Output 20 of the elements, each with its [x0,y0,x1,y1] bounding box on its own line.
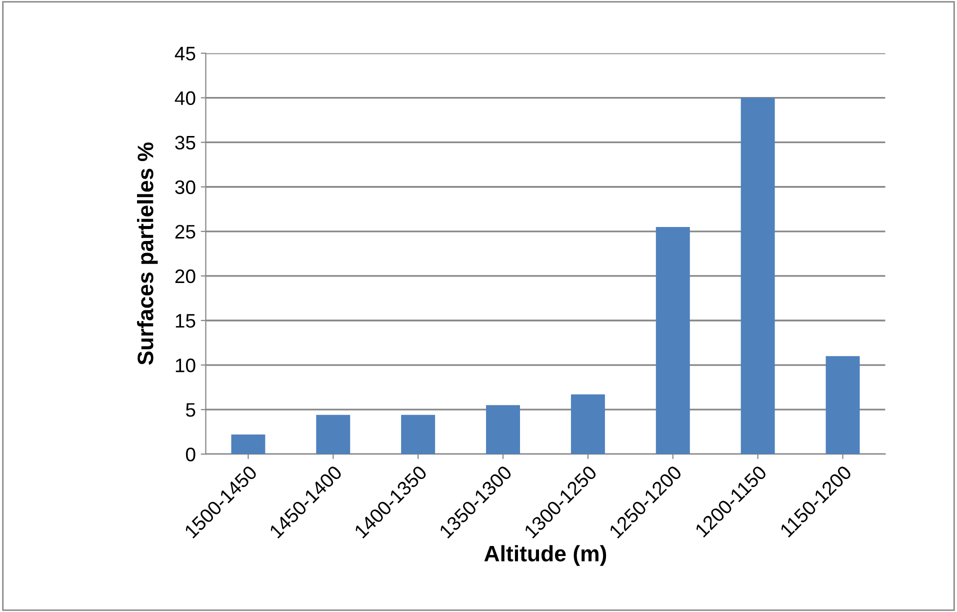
y-tick-label: 40 [174,91,196,106]
y-tick-label: 25 [175,224,196,239]
bar [826,356,860,454]
bar [231,434,266,454]
y-tick-label: 15 [176,314,196,328]
y-tick-label: 30 [175,180,196,194]
y-tick-label: 5 [186,403,196,417]
bar [570,394,605,454]
y-tick-label: 35 [175,136,196,150]
bar [486,405,520,454]
bar [740,98,775,454]
y-tick-label: 20 [175,269,196,284]
bar [656,226,690,454]
bar [401,414,436,454]
y-tick-label: 10 [176,358,196,372]
y-tick-label: 0 [186,448,196,462]
x-axis-title: Altitude (m) [484,545,606,566]
y-axis-title: Surfaces partielles % [137,142,158,365]
y-tick-label: 45 [174,46,196,60]
bar [316,414,350,454]
